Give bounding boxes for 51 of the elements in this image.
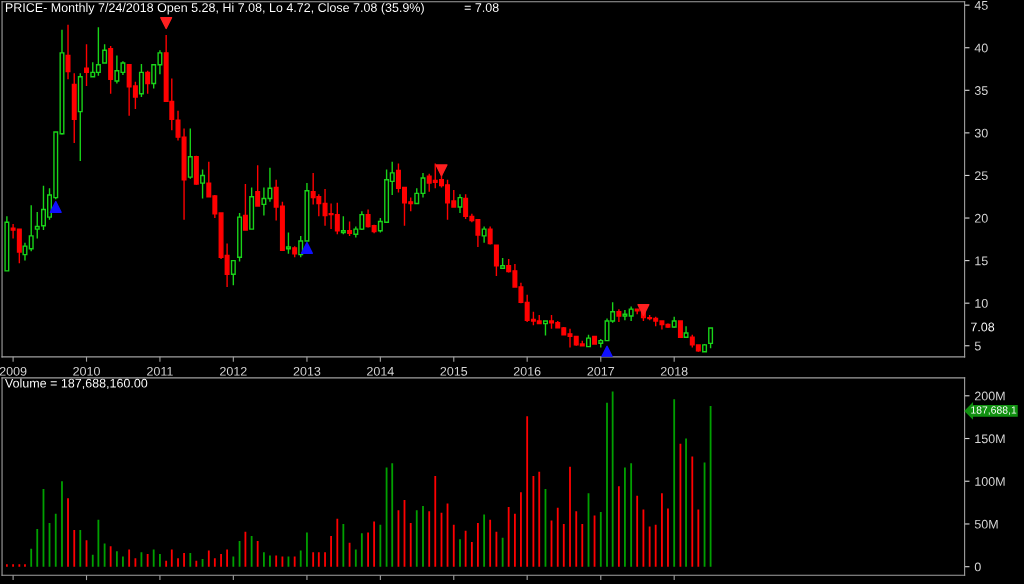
candlestick bbox=[242, 183, 248, 231]
candlestick bbox=[457, 193, 463, 214]
x-tick-label: 2011 bbox=[147, 366, 173, 376]
point bbox=[435, 164, 448, 177]
y-tick-label: 5 bbox=[974, 341, 981, 351]
candlestick bbox=[65, 24, 71, 80]
x-tick-label: 2009 bbox=[0, 366, 27, 376]
x-tick-label: 2018 bbox=[660, 366, 688, 376]
x-tick-label: 2015 bbox=[440, 366, 468, 376]
point bbox=[160, 16, 173, 30]
y-tick-label: 20 bbox=[974, 213, 988, 223]
point bbox=[49, 200, 62, 214]
y-tick-label: 45 bbox=[974, 1, 988, 10]
candlestick bbox=[28, 204, 34, 252]
text: 7.08 bbox=[971, 322, 995, 332]
candlestick bbox=[34, 211, 40, 240]
y-tick-label: 10 bbox=[975, 298, 988, 308]
x-tick-label: 2016 bbox=[513, 366, 541, 376]
candlestick bbox=[200, 168, 206, 200]
x-tick-label: 2012 bbox=[220, 366, 247, 376]
chart-title: PRICE- Monthly 7/24/2018 Open 5.28, Hi 7.08, Lo 4.72, Close 7.08 (35.9%) bbox=[5, 2, 424, 15]
candlestick bbox=[285, 231, 291, 255]
y-tick-label: 150M bbox=[975, 434, 1005, 444]
y-tick-label: 100M bbox=[975, 477, 1005, 486]
candlestick bbox=[187, 127, 193, 180]
candlestick bbox=[84, 43, 90, 87]
candlestick bbox=[493, 244, 499, 277]
candlestick bbox=[230, 259, 236, 286]
chart-title: Volume = 187,688,160.00 bbox=[4, 378, 148, 390]
y-tick-label: 50M bbox=[974, 519, 998, 529]
y-tick-label: 15 bbox=[975, 256, 988, 266]
candlestick bbox=[138, 63, 144, 98]
y-tick-label: 40 bbox=[974, 43, 988, 53]
candlestick bbox=[145, 70, 151, 95]
candlestick bbox=[102, 43, 108, 64]
x-tick-label: 2013 bbox=[293, 366, 321, 376]
y-tick-label: 35 bbox=[974, 86, 988, 95]
candlestick bbox=[622, 309, 628, 321]
text: 187,688,1 bbox=[971, 406, 1017, 415]
point bbox=[300, 241, 314, 254]
y-tick-label: 30 bbox=[974, 128, 988, 138]
candlestick bbox=[255, 164, 261, 207]
y-tick-label: 25 bbox=[974, 171, 988, 181]
x-tick-label: 2014 bbox=[367, 366, 394, 376]
y-tick-label: 200M bbox=[974, 391, 1005, 401]
x-tick-label: 2010 bbox=[73, 366, 100, 376]
candlestick bbox=[708, 327, 714, 349]
x-tick-label: 2017 bbox=[587, 366, 615, 376]
y-tick-label: 0 bbox=[974, 562, 981, 572]
point bbox=[637, 303, 650, 317]
annotation: = 7.08 bbox=[464, 3, 499, 12]
